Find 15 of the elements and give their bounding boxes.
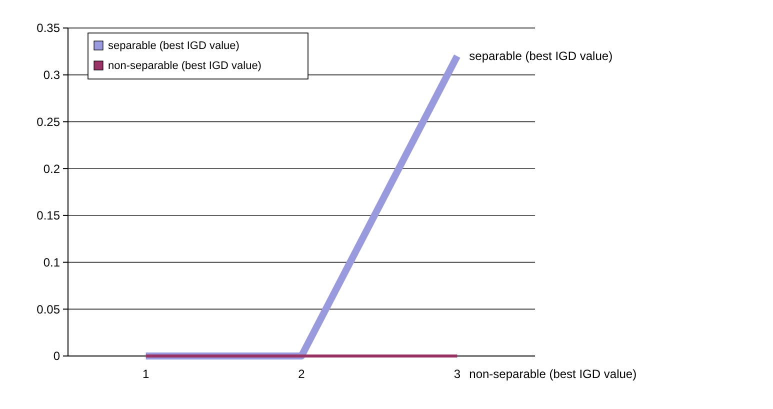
legend-label: separable (best IGD value)	[108, 40, 240, 52]
x-tick-label: 2	[298, 367, 306, 381]
y-tick-label: 0.2	[43, 162, 60, 176]
text: separable (best IGD value)	[469, 49, 613, 64]
x-tick-label: 3	[454, 367, 461, 381]
legend-label: non-separable (best IGD value)	[108, 60, 262, 72]
y-tick-label: 0.25	[36, 114, 60, 129]
y-tick-label: 0.1	[43, 255, 60, 270]
y-tick-label: 0.35	[36, 21, 60, 36]
y-tick-label: 0.15	[36, 208, 60, 223]
y-tick-label: 0	[53, 349, 60, 364]
y-tick-label: 0.3	[43, 68, 60, 82]
y-tick-label: 0.05	[36, 302, 60, 316]
text: non-separable (best IGD value)	[469, 367, 637, 381]
x-tick-label: 1	[142, 367, 150, 381]
